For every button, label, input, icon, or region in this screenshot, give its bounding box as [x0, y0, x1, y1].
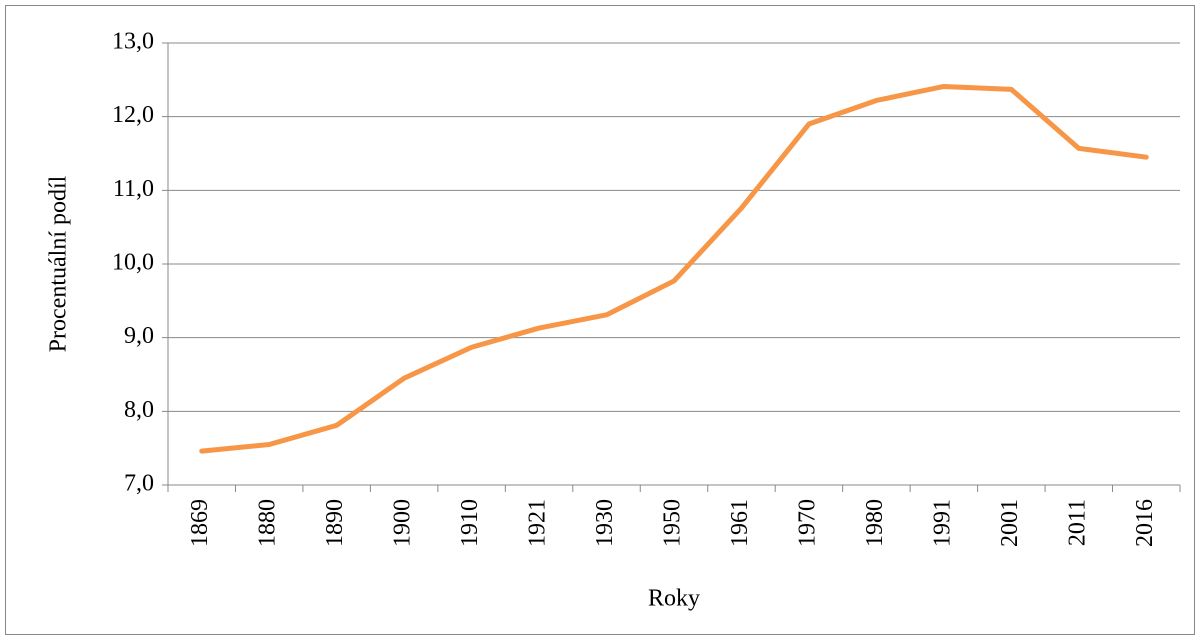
x-tick-label: 2016 — [1132, 499, 1158, 547]
x-tick-label: 2001 — [997, 499, 1023, 547]
x-tick-label: 1930 — [592, 499, 618, 547]
x-tick-label: 1910 — [457, 499, 483, 547]
y-tick-label: 10,0 — [112, 250, 154, 276]
y-axis-label: Procentuální podíl — [46, 175, 72, 352]
x-tick-label: 2011 — [1064, 499, 1090, 546]
y-tick-label: 13,0 — [112, 29, 154, 55]
x-tick-label: 1950 — [660, 499, 686, 547]
x-tick-label: 1980 — [862, 499, 888, 547]
chart-border — [5, 5, 1195, 635]
y-tick-label: 11,0 — [113, 176, 154, 202]
x-tick-label: 1890 — [322, 499, 348, 547]
y-tick-label: 9,0 — [124, 323, 154, 349]
x-tick-label: 1961 — [727, 499, 753, 547]
data-line — [199, 83, 1149, 454]
x-tick-label: 1880 — [255, 499, 281, 547]
x-tick-label: 1869 — [187, 499, 213, 547]
x-axis-label: Roky — [648, 586, 700, 612]
x-tick-label: 1921 — [525, 499, 551, 547]
x-tick-label: 1970 — [794, 499, 820, 547]
y-tick-label: 7,0 — [124, 471, 154, 497]
x-tick-label: 1900 — [390, 499, 416, 547]
y-tick-label: 12,0 — [112, 102, 154, 128]
y-tick-label: 8,0 — [124, 397, 154, 423]
x-tick-label: 1991 — [929, 499, 955, 547]
